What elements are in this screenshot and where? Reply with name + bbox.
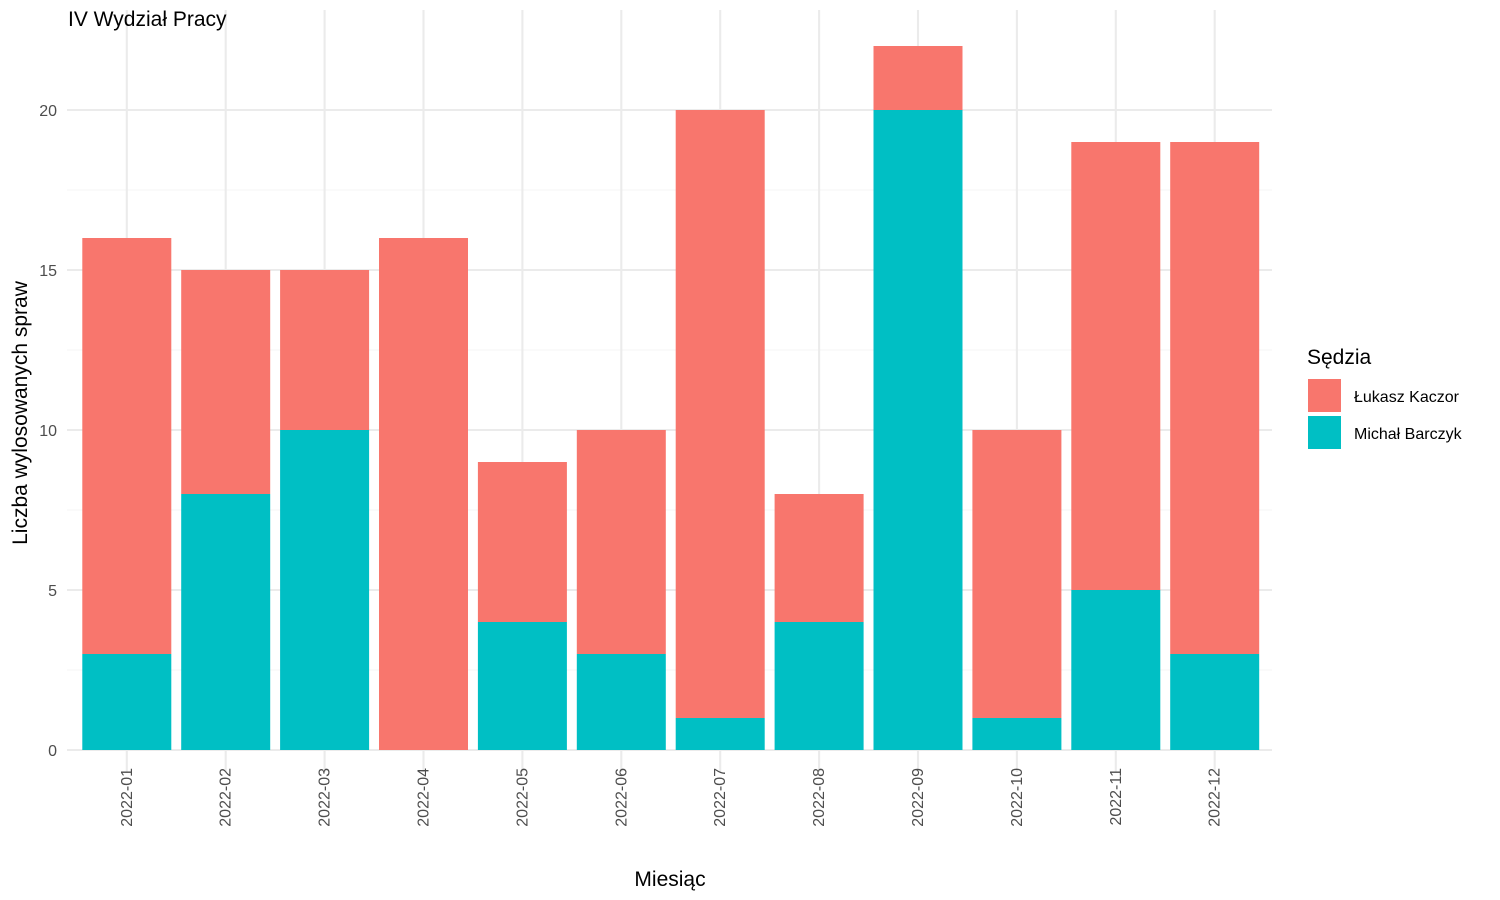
bars	[82, 46, 1260, 750]
legend-items: Łukasz Kaczor Michał Barczyk	[1308, 379, 1463, 449]
legend-key	[1308, 416, 1341, 449]
bar-segment	[774, 622, 864, 750]
bar-segment	[675, 110, 765, 718]
bar-segment	[873, 46, 963, 110]
bar-segment	[972, 430, 1062, 718]
x-tick-label: 2022-11	[1108, 768, 1125, 826]
legend-title: Sędzia	[1307, 346, 1372, 369]
x-tick-label: 2022-07	[712, 768, 729, 827]
x-axis-ticks: 2022-01 2022-02 2022-03 2022-04 2022-05 2022-…	[119, 768, 1224, 827]
bar-segment	[675, 718, 765, 750]
x-tick-label: 2022-06	[613, 768, 630, 827]
x-tick-label: 2022-12	[1207, 768, 1224, 827]
bar-segment	[576, 430, 666, 654]
legend-key	[1308, 379, 1341, 412]
y-tick-label: 0	[48, 743, 57, 760]
bar-segment	[181, 270, 271, 494]
x-tick-label: 2022-01	[119, 768, 136, 827]
bar-segment	[576, 654, 666, 750]
bar-segment	[82, 654, 172, 750]
bar-segment	[379, 238, 468, 750]
bar-segment	[82, 238, 172, 654]
legend: Sędzia Łukasz Kaczor Michał Barczyk	[1307, 346, 1463, 449]
bar-segment	[477, 462, 567, 622]
bar-segment	[1170, 142, 1260, 654]
x-tick-label: 2022-05	[514, 768, 531, 827]
chart-title: IV Wydział Pracy	[68, 8, 227, 31]
y-axis-ticks: 0 5 10 15 20	[39, 103, 57, 760]
y-tick-label: 10	[39, 423, 57, 440]
bar-segment	[873, 110, 963, 750]
x-tick-label: 2022-03	[317, 768, 334, 827]
x-tick-label: 2022-04	[416, 768, 433, 827]
bar-segment	[774, 494, 864, 622]
y-tick-label: 15	[39, 263, 57, 280]
bar-segment	[972, 718, 1062, 750]
x-tick-label: 2022-09	[910, 768, 927, 827]
bar-segment	[1170, 654, 1260, 750]
legend-label: Łukasz Kaczor	[1354, 389, 1460, 406]
x-tick-label: 2022-10	[1009, 768, 1026, 827]
y-tick-label: 20	[39, 103, 57, 120]
legend-label: Michał Barczyk	[1354, 426, 1463, 443]
y-axis-title: Liczba wylosowanych spraw	[9, 280, 32, 545]
y-tick-label: 5	[48, 583, 57, 600]
bar-segment	[1071, 142, 1161, 590]
x-tick-label: 2022-02	[218, 768, 235, 827]
x-tick-label: 2022-08	[811, 768, 828, 827]
bar-segment	[181, 494, 271, 750]
bar-segment	[1071, 590, 1161, 750]
bar-segment	[477, 622, 567, 750]
bar-segment	[280, 430, 370, 750]
bar-segment	[280, 270, 370, 430]
x-axis-title: Miesiąc	[634, 868, 705, 891]
